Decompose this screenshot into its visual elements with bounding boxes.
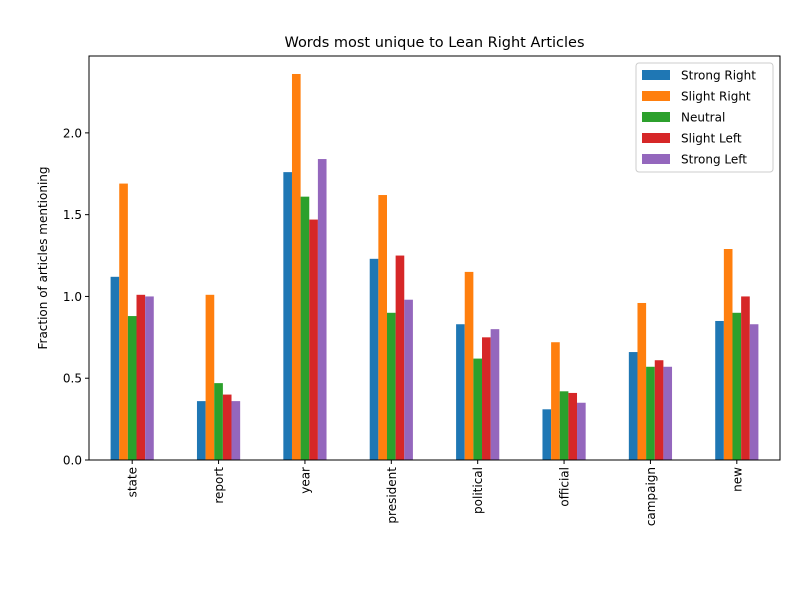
- plot-frame: [88, 55, 781, 461]
- bar-campaign-slight-left: [654, 360, 664, 460]
- bar-official-slight-right: [551, 342, 560, 460]
- bar-new-strong-right: [715, 320, 724, 460]
- bar-state-strong-right: [110, 276, 120, 460]
- legend-swatch-slight-left: [642, 133, 670, 143]
- bar-year-slight-right: [291, 73, 301, 461]
- legend: Strong Right Slight Right Neutral Slight Le…: [635, 62, 774, 173]
- legend-label: Strong Right: [681, 69, 756, 83]
- legend-label: Strong Left: [681, 153, 747, 167]
- chart-title: Words most unique to Lean Right Articles: [284, 35, 584, 51]
- bars-group: [110, 73, 759, 461]
- bar-campaign-slight-right: [637, 302, 647, 460]
- x-tick-label-year: year: [298, 467, 312, 494]
- x-tick-label-president: president: [385, 467, 399, 524]
- x-tick-label-new: new: [730, 467, 744, 492]
- bar-new-neutral: [732, 312, 742, 460]
- bar-new-slight-left: [741, 296, 750, 460]
- bar-report-slight-left: [222, 394, 232, 460]
- y-tick-label: 1.0: [63, 290, 82, 304]
- bar-official-strong-right: [542, 409, 552, 460]
- y-tick-label: 0.0: [63, 454, 82, 468]
- y-tick-label: 0.5: [63, 372, 82, 386]
- bar-year-neutral: [300, 196, 310, 460]
- bar-president-strong-right: [369, 258, 379, 460]
- bar-state-neutral: [127, 316, 137, 460]
- legend-box: [635, 62, 774, 173]
- bar-report-strong-left: [231, 401, 241, 460]
- bar-president-strong-left: [404, 299, 413, 460]
- legend-label: Slight Right: [681, 90, 751, 104]
- bar-official-strong-left: [577, 402, 586, 460]
- bar-official-neutral: [559, 391, 569, 460]
- bar-political-strong-left: [490, 329, 500, 460]
- bar-new-strong-left: [749, 324, 759, 460]
- bar-year-slight-left: [309, 219, 318, 460]
- bar-state-strong-left: [145, 296, 154, 460]
- y-axis-title: Fraction of articles mentioning: [36, 166, 50, 349]
- x-tick-label-political: political: [471, 467, 485, 514]
- bar-political-strong-right: [456, 324, 465, 460]
- legend-swatch-strong-left: [642, 154, 670, 164]
- bar-state-slight-left: [136, 294, 146, 460]
- x-axis: state report year president political officia…: [126, 460, 744, 526]
- bar-campaign-strong-right: [628, 352, 638, 460]
- bar-campaign-neutral: [646, 366, 655, 460]
- x-tick-label-official: official: [558, 467, 572, 507]
- bar-report-strong-right: [196, 401, 206, 460]
- x-tick-label-state: state: [126, 467, 140, 497]
- bar-year-strong-left: [317, 159, 327, 461]
- y-axis: 0.0 0.5 1.0 1.5 2.0: [63, 126, 89, 468]
- bar-president-neutral: [386, 312, 396, 460]
- x-tick-label-campaign: campaign: [644, 467, 658, 526]
- x-tick-label-report: report: [212, 467, 226, 504]
- legend-swatch-strong-right: [642, 70, 670, 80]
- bar-political-neutral: [473, 358, 483, 460]
- bar-new-slight-right: [723, 249, 733, 460]
- legend-swatch-slight-right: [642, 91, 670, 101]
- bar-president-slight-right: [378, 195, 387, 460]
- bar-official-slight-left: [568, 392, 578, 460]
- legend-label: Slight Left: [681, 132, 742, 146]
- legend-label: Neutral: [681, 111, 725, 125]
- y-tick-label: 1.5: [63, 208, 82, 222]
- bar-report-slight-right: [205, 294, 215, 460]
- bar-report-neutral: [214, 383, 223, 460]
- legend-swatch-neutral: [642, 112, 670, 122]
- bar-political-slight-right: [464, 271, 474, 460]
- bar-campaign-strong-left: [663, 366, 673, 460]
- bar-state-slight-right: [119, 183, 128, 460]
- bar-year-strong-right: [283, 172, 292, 460]
- bar-president-slight-left: [395, 255, 405, 460]
- bar-political-slight-left: [482, 337, 491, 460]
- y-tick-label: 2.0: [63, 126, 82, 140]
